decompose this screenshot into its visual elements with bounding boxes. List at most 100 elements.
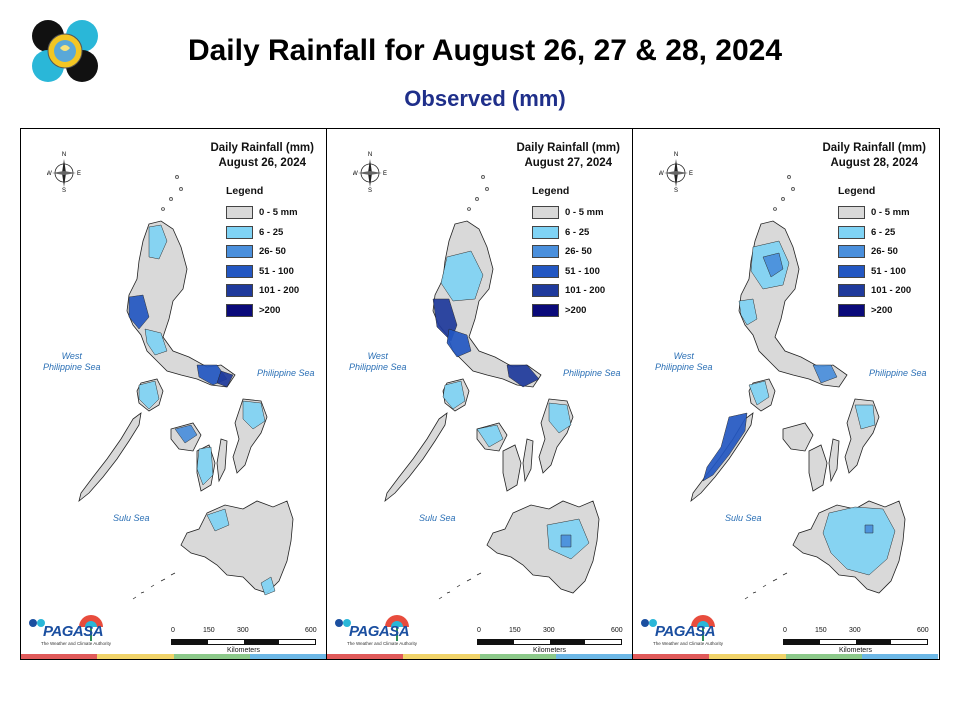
rainfall-legend: Legend 0 - 5 mm 6 - 25 26- 50 51 - 100 101 -… [226, 185, 316, 320]
compass-s: S [368, 188, 372, 193]
scale-tick: 600 [305, 627, 317, 634]
panel-divider [632, 129, 633, 659]
legend-label: 26- 50 [565, 246, 592, 258]
legend-swatch [532, 264, 559, 278]
pagasa-logo: PAGASA The Weather and Climate Authority [27, 613, 117, 653]
scale-tick: 600 [917, 627, 929, 634]
rainfall-area [864, 524, 874, 534]
legend-label: 101 - 200 [871, 285, 912, 297]
pagasa-logo: PAGASA The Weather and Climate Authority [333, 613, 423, 653]
philippines-rainfall-map [690, 175, 906, 600]
rainfall-area [560, 534, 572, 548]
legend-item: 6 - 25 [532, 223, 622, 243]
rainfall-overlay [702, 240, 896, 576]
rainfall-area [442, 380, 466, 410]
scale-tick: 300 [237, 627, 249, 634]
legend-item: >200 [532, 301, 622, 321]
legend-swatch [226, 206, 253, 220]
panel-title-block: Daily Rainfall (mm) August 28, 2024 [822, 141, 926, 171]
scale-tick: 0 [477, 627, 481, 634]
legend-swatch [532, 225, 559, 239]
rainfall-area [548, 402, 572, 434]
cebu-landmass [828, 438, 840, 483]
batanes-islands [773, 175, 795, 211]
legend-item: 0 - 5 mm [226, 203, 316, 223]
legend-label: 51 - 100 [565, 265, 600, 277]
compass-n: N [368, 152, 372, 158]
rainfall-area [174, 424, 198, 444]
scale-bar: 0 150 300 600 Kilometers [783, 627, 929, 654]
palawan-landmass [78, 412, 142, 503]
legend-label: 26- 50 [871, 246, 898, 258]
legend-label: 101 - 200 [259, 285, 300, 297]
legend-title: Legend [532, 185, 570, 197]
panel-heading: Daily Rainfall (mm) [516, 142, 620, 154]
map-panel-aug-26: N S W E Daily Rainfall (mm) August 26, 2… [21, 129, 326, 659]
legend-swatch [226, 264, 253, 278]
rainfall-area [762, 252, 784, 278]
legend-label: 0 - 5 mm [871, 207, 910, 219]
pagasa-logo-mark [335, 615, 409, 641]
pagasa-wordmark: PAGASA [655, 623, 716, 640]
north-arrow-compass-icon: N S W E [659, 152, 693, 193]
scale-unit: Kilometers [226, 647, 261, 654]
rainfall-legend: Legend 0 - 5 mm 6 - 25 26- 50 51 - 100 101 -… [532, 185, 622, 320]
panel-date: August 28, 2024 [830, 157, 919, 169]
negros-landmass [502, 444, 522, 492]
legend-title: Legend [226, 185, 264, 197]
panel-title-block: Daily Rainfall (mm) August 27, 2024 [516, 141, 620, 171]
legend-label: 0 - 5 mm [259, 207, 298, 219]
legend-swatch [532, 284, 559, 298]
compass-w: W [47, 171, 52, 177]
legend-swatch [532, 303, 559, 317]
maps-frame [20, 128, 940, 660]
label-philippine-sea: Philippine Sea [563, 368, 621, 378]
negros-landmass [808, 444, 828, 492]
batanes-islands [161, 175, 183, 211]
legend-swatch [226, 303, 253, 317]
legend-title: Legend [838, 185, 876, 197]
label-west-philippine-sea: West Philippine Sea [43, 351, 101, 372]
compass-w: W [353, 171, 358, 177]
legend-item: 101 - 200 [532, 281, 622, 301]
pagasa-wordmark: PAGASA [349, 623, 410, 640]
footer-color-stripes [21, 654, 326, 659]
panel-divider [326, 129, 327, 659]
panel-heading: Daily Rainfall (mm) [210, 142, 314, 154]
rainfall-area [854, 404, 876, 430]
legend-swatch [226, 284, 253, 298]
philippines-rainfall-map [78, 175, 294, 600]
rainfall-area [242, 400, 266, 430]
legend-swatch [838, 264, 865, 278]
legend-label: >200 [871, 304, 893, 316]
scale-bar: 0 150 300 600 Kilometers [171, 627, 317, 654]
rainfall-area [128, 294, 150, 330]
label-sulu-sea: Sulu Sea [725, 513, 762, 523]
legend-item: 6 - 25 [838, 223, 928, 243]
label-philippine-sea: Philippine Sea [869, 368, 927, 378]
mindanao-landmass [180, 500, 294, 594]
panay-landmass [782, 422, 814, 452]
rainfall-area [476, 424, 504, 448]
sulu-archipelago [132, 572, 176, 600]
compass-e: E [77, 171, 81, 177]
legend-label: 101 - 200 [565, 285, 606, 297]
legend-item: 51 - 100 [532, 262, 622, 282]
dost-pagasa-seal-logo [32, 20, 98, 82]
compass-e: E [689, 171, 693, 177]
scale-tick: 0 [171, 627, 175, 634]
rainfall-area [206, 508, 230, 532]
compass-n: N [62, 152, 66, 158]
luzon-landmass [738, 220, 848, 388]
rainfall-area [738, 298, 758, 326]
scale-tick: 300 [849, 627, 861, 634]
pagasa-logo-mark [29, 615, 103, 641]
scale-unit: Kilometers [838, 647, 873, 654]
label-sulu-sea: Sulu Sea [113, 513, 150, 523]
legend-label: 6 - 25 [259, 226, 284, 238]
page-subtitle: Observed (mm) [404, 86, 566, 111]
cebu-landmass [216, 438, 228, 483]
legend-label: >200 [259, 304, 281, 316]
label-philippine-sea: Philippine Sea [257, 368, 315, 378]
panel-heading: Daily Rainfall (mm) [822, 142, 926, 154]
